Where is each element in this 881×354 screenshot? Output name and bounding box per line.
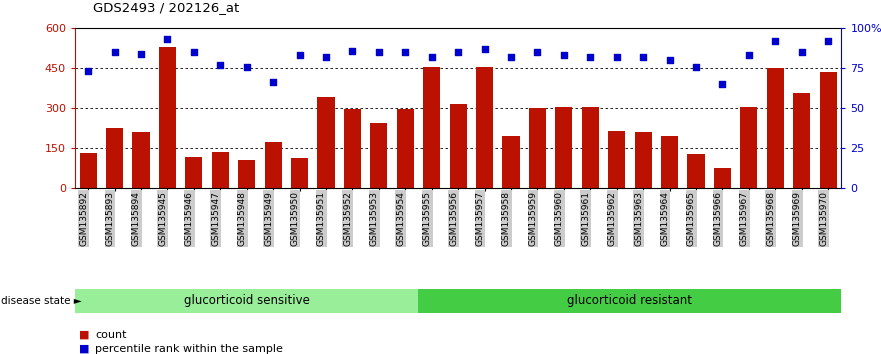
Bar [185, 157, 203, 188]
Text: GSM135956: GSM135956 [449, 191, 458, 246]
Text: GSM135894: GSM135894 [132, 191, 141, 246]
Text: GSM135951: GSM135951 [317, 191, 326, 246]
Point [319, 54, 333, 60]
Text: GSM135957: GSM135957 [476, 191, 485, 246]
Point [795, 50, 809, 55]
Point [398, 50, 412, 55]
Text: percentile rank within the sample: percentile rank within the sample [95, 344, 283, 354]
Text: GSM135961: GSM135961 [581, 191, 590, 246]
Bar [661, 136, 678, 188]
Text: GSM135970: GSM135970 [819, 191, 828, 246]
Bar [344, 109, 361, 188]
Bar [529, 108, 546, 188]
Bar [449, 104, 467, 188]
Text: GSM135954: GSM135954 [396, 191, 405, 246]
Bar [79, 153, 97, 188]
Text: GSM135966: GSM135966 [714, 191, 722, 246]
Point [478, 46, 492, 52]
Point [345, 48, 359, 53]
Text: GSM135949: GSM135949 [264, 191, 273, 246]
Text: GSM135965: GSM135965 [687, 191, 696, 246]
Bar [555, 107, 573, 188]
Bar [476, 67, 493, 188]
Text: disease state ►: disease state ► [1, 296, 82, 306]
Text: GSM135967: GSM135967 [740, 191, 749, 246]
Text: GSM135945: GSM135945 [159, 191, 167, 246]
Text: glucorticoid sensitive: glucorticoid sensitive [184, 295, 309, 307]
Text: ■: ■ [79, 344, 90, 354]
Bar [819, 72, 837, 188]
Point [213, 62, 227, 68]
Point [451, 50, 465, 55]
Point [425, 54, 439, 60]
Text: GSM135962: GSM135962 [608, 191, 617, 246]
Text: GSM135960: GSM135960 [555, 191, 564, 246]
Point [107, 50, 122, 55]
Text: glucorticoid resistant: glucorticoid resistant [567, 295, 692, 307]
Point [240, 64, 254, 69]
Point [689, 64, 703, 69]
Bar [238, 160, 255, 188]
Point [663, 57, 677, 63]
Text: GSM135947: GSM135947 [211, 191, 220, 246]
Bar [264, 143, 282, 188]
Point [583, 54, 597, 60]
Text: GSM135950: GSM135950 [291, 191, 300, 246]
Text: GSM135955: GSM135955 [423, 191, 432, 246]
Text: ■: ■ [79, 330, 90, 339]
Text: GSM135959: GSM135959 [529, 191, 537, 246]
Bar [211, 152, 229, 188]
Text: GSM135968: GSM135968 [766, 191, 775, 246]
Bar [714, 168, 731, 188]
Text: GSM135952: GSM135952 [344, 191, 352, 246]
Point [821, 38, 835, 44]
Bar [317, 97, 335, 188]
Text: GSM135963: GSM135963 [634, 191, 643, 246]
Bar [291, 159, 308, 188]
Point [504, 54, 518, 60]
Point [187, 50, 201, 55]
Bar [132, 132, 150, 188]
Bar [608, 131, 626, 188]
Point [636, 54, 650, 60]
Text: GSM135948: GSM135948 [238, 191, 247, 246]
Text: GSM135958: GSM135958 [502, 191, 511, 246]
Text: GSM135953: GSM135953 [370, 191, 379, 246]
Bar [159, 47, 176, 188]
Point [530, 50, 544, 55]
Point [557, 53, 571, 58]
Point [372, 50, 386, 55]
Text: count: count [95, 330, 127, 339]
Bar [634, 132, 652, 188]
Point [81, 69, 95, 74]
Text: GDS2493 / 202126_at: GDS2493 / 202126_at [93, 1, 239, 14]
Bar [793, 93, 811, 188]
Bar [581, 107, 599, 188]
Bar [766, 68, 784, 188]
Text: GSM135893: GSM135893 [106, 191, 115, 246]
Bar [687, 154, 705, 188]
Point [292, 53, 307, 58]
Bar [106, 128, 123, 188]
Text: GSM135964: GSM135964 [661, 191, 670, 246]
Text: GSM135969: GSM135969 [793, 191, 802, 246]
Bar [502, 136, 520, 188]
Text: GSM135892: GSM135892 [79, 191, 88, 246]
Bar [423, 67, 440, 188]
Point [768, 38, 782, 44]
Point [610, 54, 624, 60]
Point [742, 53, 756, 58]
Point [134, 51, 148, 57]
Text: GSM135946: GSM135946 [185, 191, 194, 246]
Bar [370, 122, 388, 188]
Bar [396, 109, 414, 188]
Point [160, 37, 174, 42]
Bar [740, 107, 758, 188]
Point [715, 81, 729, 87]
Point [266, 80, 280, 85]
